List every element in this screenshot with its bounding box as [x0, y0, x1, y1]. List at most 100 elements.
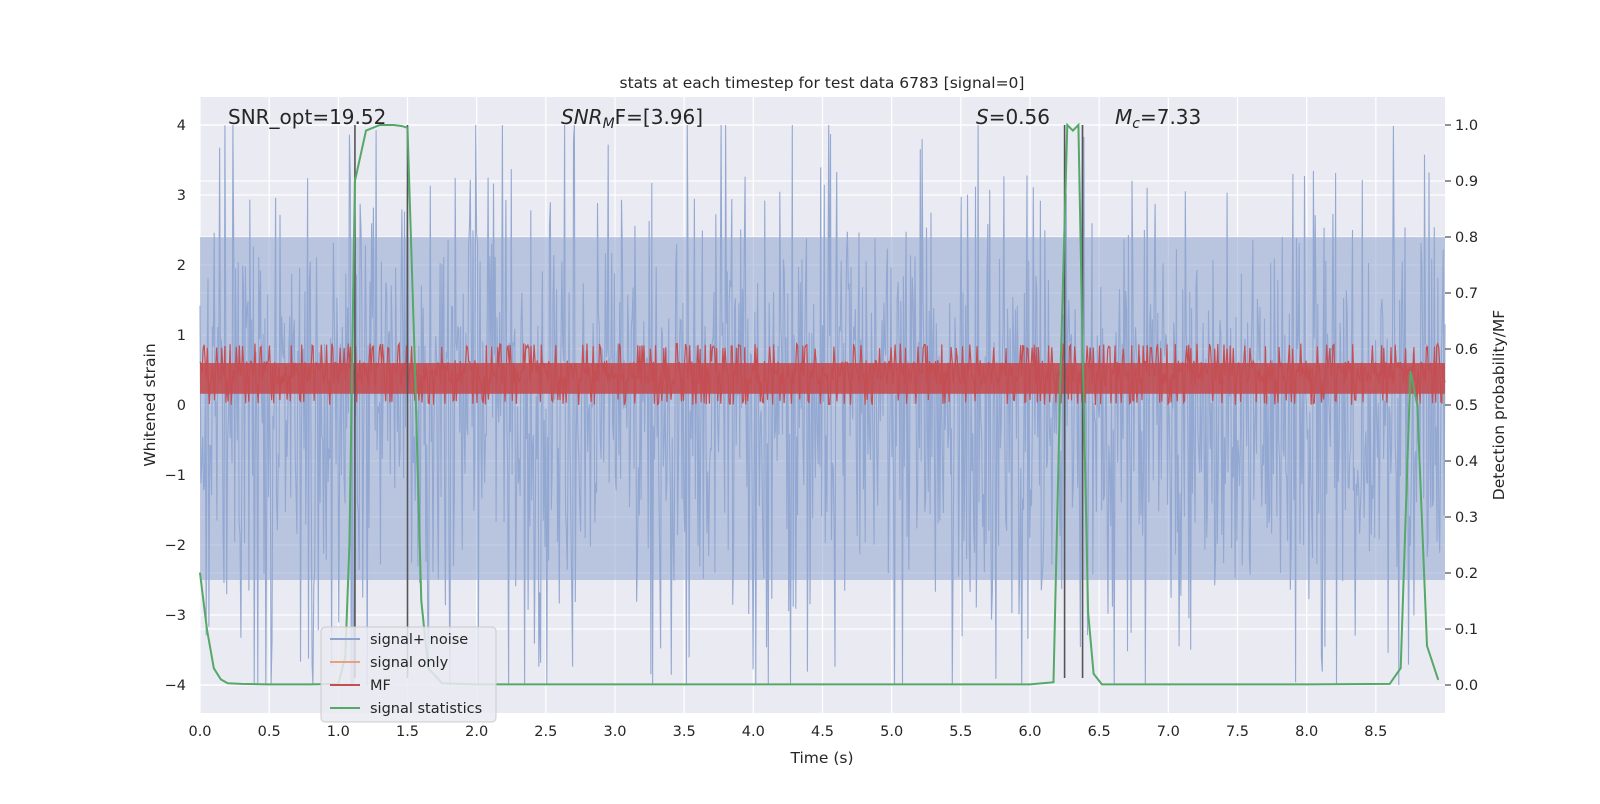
- snr-mf-annotation: SNRMF=[3.96]: [561, 105, 703, 132]
- signal-statistics-point-36: [1305, 683, 1308, 686]
- signal-statistics-point-1: [206, 628, 208, 630]
- signal-statistics-point-13: [379, 124, 381, 126]
- x-tick-label-4: 2.0: [465, 724, 488, 740]
- left-y-axis-ticks: 4 3 2 1 0 −1 −2 −3 −4: [165, 118, 186, 694]
- left-y-tick-label-5: −1: [165, 468, 186, 484]
- left-y-tick-label-8: −4: [165, 678, 186, 694]
- x-tick-label-8: 4.0: [742, 724, 765, 740]
- left-y-tick-label-7: −3: [165, 608, 186, 624]
- signal-statistics-point-2: [213, 667, 215, 669]
- signal-statistics-point-37: [1388, 683, 1391, 685]
- x-tick-label-11: 5.5: [949, 724, 972, 740]
- signal-statistics-point-17: [413, 348, 416, 350]
- x-tick-label-6: 3.0: [603, 724, 626, 740]
- x-tick-label-15: 7.5: [1226, 724, 1249, 740]
- signal-statistics-point-18: [420, 600, 423, 602]
- signal-statistics-point-0: [199, 572, 201, 574]
- signal-statistics-point-27: [1059, 376, 1062, 378]
- mc-value: =7.33: [1140, 105, 1201, 129]
- x-tick-label-0: 0.0: [188, 724, 211, 740]
- signal-statistics-point-4: [226, 682, 229, 685]
- signal-statistics-point-7: [309, 683, 312, 686]
- right-y-tick-label-2: 0.8: [1455, 230, 1478, 246]
- signal-statistics-point-3: [220, 678, 222, 681]
- s-annotation: S=0.56: [976, 105, 1050, 129]
- x-tick-label-13: 6.5: [1088, 724, 1111, 740]
- snr-opt-annotation: SNR_opt=19.52: [228, 105, 386, 129]
- left-y-tick-label-2: 2: [177, 258, 186, 274]
- signal-statistics-point-15: [401, 125, 403, 127]
- x-tick-label-2: 1.0: [327, 724, 350, 740]
- right-y-tick-label-7: 0.3: [1455, 510, 1478, 526]
- signal-statistics-point-29: [1072, 129, 1074, 132]
- left-y-tick-label-6: −2: [165, 538, 186, 554]
- signal-statistics-point-33: [1092, 673, 1095, 675]
- right-y-axis-ticks: 1.0 0.9 0.8 0.7 0.6 0.5 0.4 0.3 0.2 0.1 0.0: [1445, 118, 1478, 694]
- right-y-tick-label-9: 0.1: [1455, 622, 1478, 638]
- x-axis-label: Time (s): [789, 749, 853, 767]
- signal-statistics-point-30: [1077, 124, 1080, 126]
- signal-statistics-point-22: [614, 683, 616, 686]
- legend: signal+ noise signal only MF signal stat…: [320, 626, 497, 723]
- mc-sub: c: [1132, 116, 1140, 132]
- signal-statistics-point-28: [1066, 124, 1069, 126]
- x-tick-label-16: 8.0: [1295, 724, 1318, 740]
- legend-label-signal-statistics: signal statistics: [370, 701, 482, 717]
- mc-main: M: [1115, 105, 1132, 129]
- x-tick-label-10: 5.0: [880, 724, 903, 740]
- right-y-tick-label-1: 0.9: [1455, 174, 1478, 190]
- legend-label-mf: MF: [370, 678, 391, 694]
- x-tick-label-1: 0.5: [258, 724, 281, 740]
- signal-statistics-point-11: [354, 180, 356, 182]
- left-y-axis-label: Whitened strain: [141, 343, 159, 466]
- signal-statistics-point-12: [365, 129, 367, 132]
- x-axis-ticks: 0.0 0.5 1.0 1.5 2.0 2.5 3.0 3.5 4.0 4.5 5.0 5.5 6.0 6…: [188, 724, 1387, 740]
- signal-statistics-point-31: [1081, 348, 1084, 350]
- x-tick-label-9: 4.5: [811, 724, 834, 740]
- right-y-tick-label-10: 0.0: [1455, 678, 1478, 694]
- signal-statistics-point-40: [1416, 404, 1419, 406]
- right-y-tick-label-4: 0.6: [1455, 342, 1478, 358]
- signal-statistics-point-25: [1029, 683, 1031, 686]
- x-tick-label-5: 2.5: [534, 724, 557, 740]
- signal-statistics-point-10: [348, 544, 351, 546]
- x-tick-label-3: 1.5: [396, 724, 419, 740]
- left-y-tick-label-1: 3: [177, 188, 186, 204]
- left-y-tick-label-4: 0: [177, 398, 186, 414]
- left-y-tick-label-3: 1: [177, 328, 186, 344]
- x-tick-label-14: 7.0: [1157, 724, 1180, 740]
- right-y-axis-label: Detection probability/MF: [1490, 310, 1508, 501]
- legend-label-signal-only: signal only: [370, 655, 449, 671]
- signal-statistics-point-35: [1167, 683, 1170, 686]
- signal-statistics-point-39: [1409, 370, 1412, 373]
- mc-annotation: Mc=7.33: [1115, 105, 1201, 132]
- s-italic: S: [976, 105, 989, 129]
- signal-statistics-point-6: [268, 683, 271, 686]
- signal-statistics-point-26: [1052, 681, 1055, 683]
- right-y-tick-label-3: 0.7: [1455, 286, 1478, 302]
- snr-mf-main: SNR: [561, 105, 603, 129]
- signal-statistics-point-41: [1426, 645, 1428, 647]
- right-y-tick-label-0: 1.0: [1455, 118, 1478, 134]
- x-tick-label-7: 3.5: [673, 724, 696, 740]
- right-y-tick-label-6: 0.4: [1455, 454, 1478, 470]
- signal-statistics-point-16: [406, 127, 409, 129]
- x-tick-label-12: 6.0: [1018, 724, 1041, 740]
- right-y-tick-label-5: 0.5: [1455, 398, 1478, 414]
- right-y-tick-label-8: 0.2: [1455, 566, 1478, 582]
- signal-statistics-point-42: [1437, 678, 1439, 681]
- legend-label-signal-noise: signal+ noise: [370, 632, 468, 648]
- signal-statistics-point-38: [1399, 667, 1402, 669]
- snr-mf-rest: F=[3.96]: [615, 105, 703, 129]
- signal-statistics-point-5: [240, 683, 243, 685]
- snr-mf-sub: M: [603, 116, 615, 132]
- signal-statistics-point-23: [752, 683, 755, 686]
- signal-statistics-point-34: [1101, 683, 1103, 686]
- signal-statistics-point-14: [392, 124, 395, 126]
- left-y-tick-label-0: 4: [177, 118, 186, 134]
- chart-title: stats at each timestep for test data 678…: [620, 74, 1025, 92]
- s-value: =0.56: [989, 105, 1050, 129]
- legend-box: [320, 626, 497, 723]
